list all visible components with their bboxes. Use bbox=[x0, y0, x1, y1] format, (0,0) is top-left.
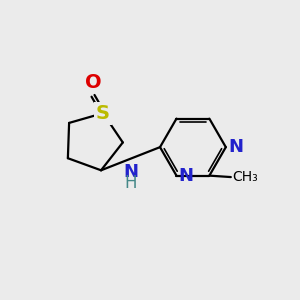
Text: N: N bbox=[123, 163, 138, 181]
Text: CH₃: CH₃ bbox=[232, 170, 258, 184]
Text: N: N bbox=[228, 138, 243, 156]
Text: H: H bbox=[124, 175, 137, 193]
Text: S: S bbox=[96, 104, 110, 123]
Text: O: O bbox=[85, 74, 101, 92]
Text: N: N bbox=[179, 167, 194, 184]
